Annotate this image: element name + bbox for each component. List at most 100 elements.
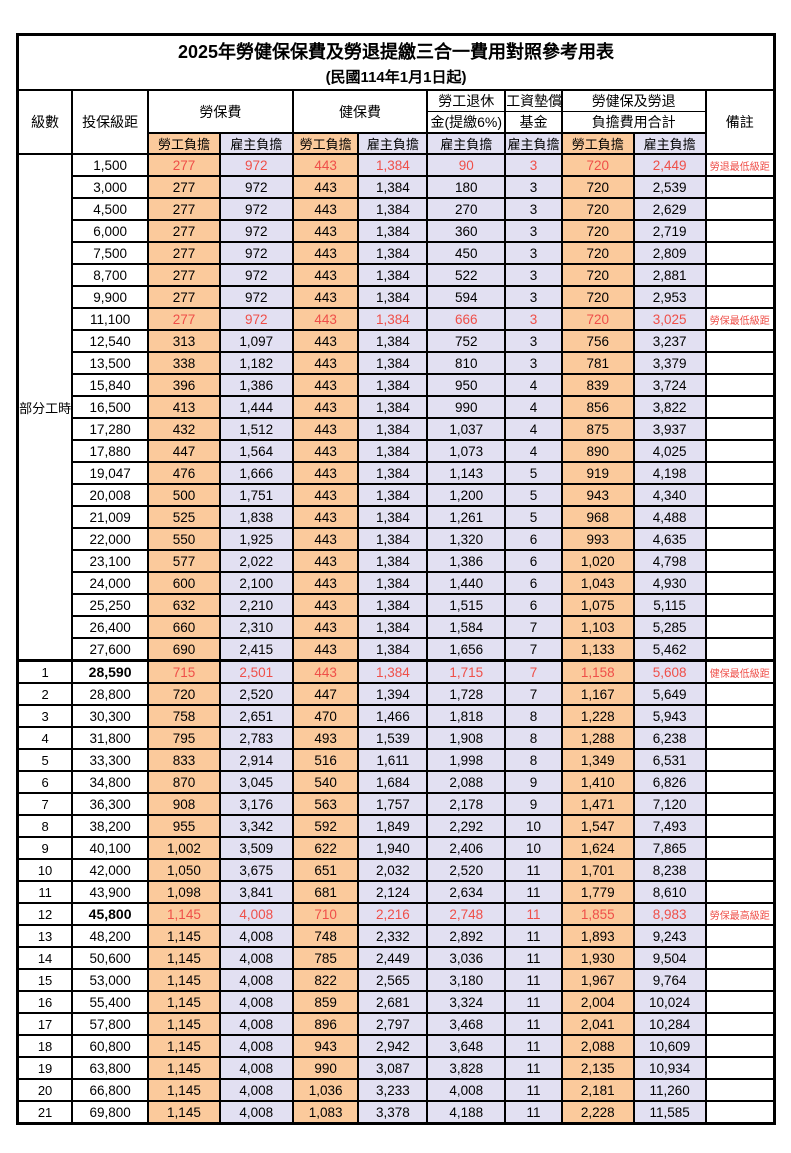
value-cell: 11 xyxy=(504,858,563,882)
remark-cell xyxy=(704,770,776,794)
value-cell: 11,585 xyxy=(632,1100,707,1125)
value-cell: 1,133 xyxy=(560,637,635,662)
value-cell: 720 xyxy=(560,219,635,243)
header-remark: 備註 xyxy=(704,89,776,155)
value-cell: 3,378 xyxy=(357,1100,429,1125)
value-cell: 3,233 xyxy=(357,1078,429,1102)
value-cell: 822 xyxy=(291,968,360,992)
value-cell: 810 xyxy=(426,351,507,375)
value-cell: 1,512 xyxy=(218,417,294,441)
value-cell: 7 xyxy=(504,659,563,684)
bracket-cell: 19,047 xyxy=(71,461,150,485)
value-cell: 4,008 xyxy=(218,902,294,926)
value-cell: 443 xyxy=(291,175,360,199)
value-cell: 1,228 xyxy=(560,704,635,728)
table-row: 17 57,800 1,145 4,008 896 2,797 3,468 11 2,041 10… xyxy=(16,1012,776,1036)
level-cell: 1 xyxy=(16,659,74,684)
value-cell: 2,681 xyxy=(357,990,429,1014)
value-cell: 313 xyxy=(147,329,221,353)
table-row: 18 60,800 1,145 4,008 943 2,942 3,648 11 2,088 10… xyxy=(16,1034,776,1058)
value-cell: 3 xyxy=(504,219,563,243)
value-cell: 277 xyxy=(147,241,221,265)
value-cell: 632 xyxy=(147,593,221,617)
value-cell: 1,288 xyxy=(560,726,635,750)
value-cell: 7 xyxy=(504,615,563,639)
bracket-cell: 12,540 xyxy=(71,329,150,353)
bracket-cell: 53,000 xyxy=(71,968,150,992)
level-cell: 19 xyxy=(16,1056,74,1080)
table-row: 11 43,900 1,098 3,841 681 2,124 2,634 11 1,779 8,… xyxy=(16,880,776,904)
value-cell: 690 xyxy=(147,637,221,662)
table-row: 3,000 277 972 443 1,384 180 3 720 2,539 xyxy=(18,175,776,199)
value-cell: 752 xyxy=(426,329,507,353)
value-cell: 1,073 xyxy=(426,439,507,463)
subheader-wage-fund-employer: 雇主負擔 xyxy=(504,132,563,155)
value-cell: 1,384 xyxy=(357,505,429,529)
value-cell: 1,145 xyxy=(147,1034,221,1058)
remark-cell xyxy=(704,527,776,551)
value-cell: 1,779 xyxy=(560,880,635,904)
group-label-part-time: 部分工時 xyxy=(16,153,74,662)
value-cell: 4,008 xyxy=(218,1078,294,1102)
value-cell: 443 xyxy=(291,593,360,617)
bracket-cell: 20,008 xyxy=(71,483,150,507)
value-cell: 3,025 xyxy=(632,307,707,331)
value-cell: 1,611 xyxy=(357,748,429,772)
value-cell: 1,410 xyxy=(560,770,635,794)
subheader-pension-employer: 雇主負擔 xyxy=(426,132,507,155)
value-cell: 9 xyxy=(504,770,563,794)
value-cell: 990 xyxy=(291,1056,360,1080)
value-cell: 896 xyxy=(291,1012,360,1036)
value-cell: 972 xyxy=(218,153,294,177)
header-wage-fund-line2: 基金 xyxy=(504,111,563,134)
value-cell: 1,855 xyxy=(560,902,635,926)
value-cell: 2,135 xyxy=(560,1056,635,1080)
value-cell: 594 xyxy=(426,285,507,309)
bracket-cell: 42,000 xyxy=(71,858,150,882)
bracket-cell: 8,700 xyxy=(71,263,150,287)
value-cell: 3 xyxy=(504,197,563,221)
value-cell: 1,838 xyxy=(218,505,294,529)
value-cell: 6 xyxy=(504,571,563,595)
value-cell: 1,145 xyxy=(147,1056,221,1080)
value-cell: 1,384 xyxy=(357,241,429,265)
value-cell: 443 xyxy=(291,461,360,485)
value-cell: 6,238 xyxy=(632,726,707,750)
table-row: 16,500 413 1,444 443 1,384 990 4 856 3,822 xyxy=(18,395,776,419)
bracket-cell: 50,600 xyxy=(71,946,150,970)
remark-cell xyxy=(704,1034,776,1058)
value-cell: 2,216 xyxy=(357,902,429,926)
value-cell: 4,798 xyxy=(632,549,707,573)
value-cell: 2,032 xyxy=(357,858,429,882)
table-row: 9,900 277 972 443 1,384 594 3 720 2,953 xyxy=(18,285,776,309)
value-cell: 1,998 xyxy=(426,748,507,772)
value-cell: 1,386 xyxy=(426,549,507,573)
value-cell: 432 xyxy=(147,417,221,441)
remark-cell: 勞保最高級距 xyxy=(704,902,776,926)
value-cell: 4 xyxy=(504,395,563,419)
value-cell: 3,087 xyxy=(357,1056,429,1080)
value-cell: 540 xyxy=(291,770,360,794)
value-cell: 90 xyxy=(426,153,507,177)
value-cell: 1,384 xyxy=(357,307,429,331)
remark-cell xyxy=(704,1056,776,1080)
value-cell: 856 xyxy=(560,395,635,419)
level-cell: 2 xyxy=(16,682,74,706)
value-cell: 7,493 xyxy=(632,814,707,838)
bracket-cell: 16,500 xyxy=(71,395,150,419)
value-cell: 4,008 xyxy=(218,1100,294,1125)
value-cell: 277 xyxy=(147,153,221,177)
value-cell: 3 xyxy=(504,329,563,353)
value-cell: 2,181 xyxy=(560,1078,635,1102)
value-cell: 1,584 xyxy=(426,615,507,639)
remark-cell xyxy=(704,395,776,419)
value-cell: 11 xyxy=(504,924,563,948)
value-cell: 2,022 xyxy=(218,549,294,573)
bracket-cell: 43,900 xyxy=(71,880,150,904)
remark-cell: 勞退最低級距 xyxy=(704,153,776,177)
value-cell: 1,384 xyxy=(357,263,429,287)
table-row: 27,600 690 2,415 443 1,384 1,656 7 1,133 5,462 xyxy=(18,637,776,662)
value-cell: 5 xyxy=(504,483,563,507)
table-row: 6 34,800 870 3,045 540 1,684 2,088 9 1,410 6,826 xyxy=(16,770,776,794)
remark-cell xyxy=(704,858,776,882)
